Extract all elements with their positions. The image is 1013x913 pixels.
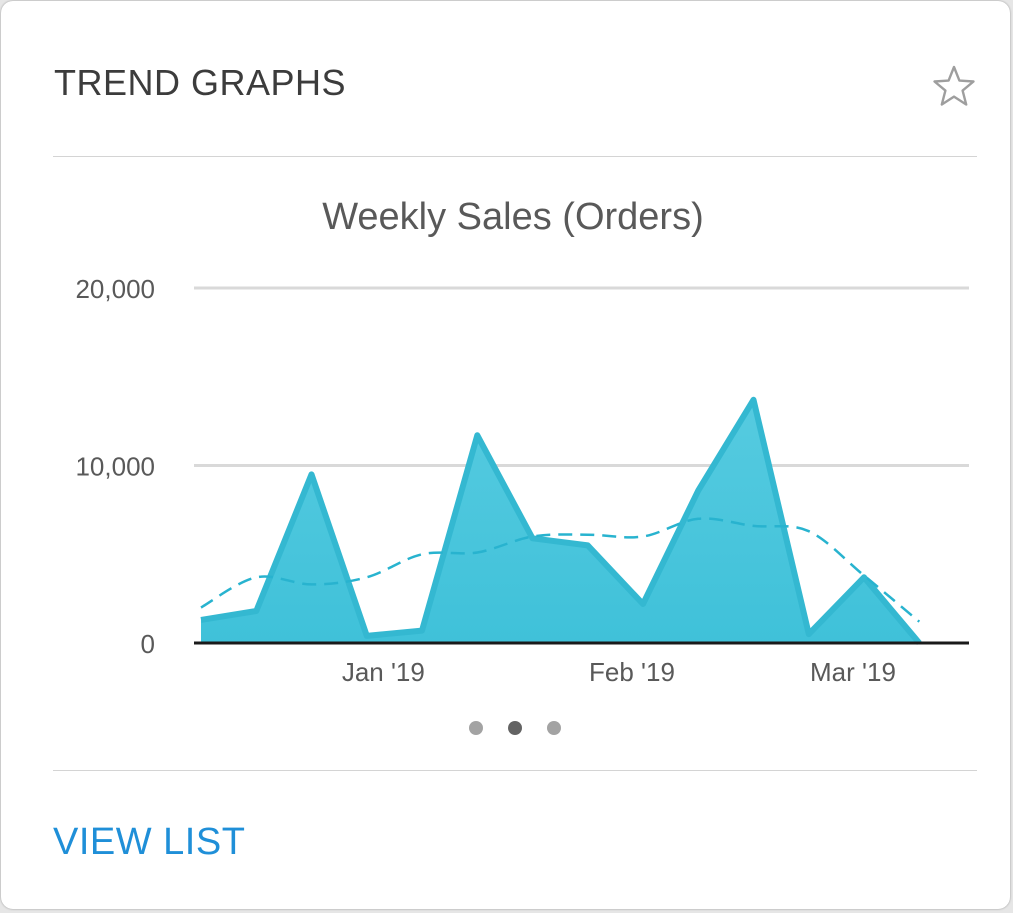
x-tick-label: Mar '19 [810,657,896,687]
card-title: TREND GRAPHS [54,62,347,103]
x-tick-label: Jan '19 [342,657,425,687]
x-tick-label: Feb '19 [589,657,675,687]
y-tick-label: 20,000 [75,274,155,304]
carousel-dot[interactable] [508,721,522,735]
area-fill [201,399,920,643]
header-divider [53,156,977,157]
carousel-dot[interactable] [469,721,483,735]
area-line [200,396,922,645]
x-tick-labels: Jan '19 Feb '19 Mar '19 [342,657,896,687]
carousel-pager [461,718,571,738]
carousel-dot[interactable] [547,721,561,735]
gridlines [194,286,969,467]
area-series [200,396,922,645]
star-icon[interactable] [931,63,977,109]
weekly-sales-chart: 0 10,000 20,000 Jan '19 Feb '19 Mar '19 [75,274,969,687]
y-tick-labels: 0 10,000 20,000 [75,274,155,659]
footer-divider [53,770,977,771]
y-tick-label: 0 [141,629,155,659]
view-list-link[interactable]: VIEW LIST [53,821,246,863]
y-tick-label: 10,000 [75,452,155,482]
chart-title: Weekly Sales (Orders) [322,196,704,238]
trend-series [200,517,921,623]
